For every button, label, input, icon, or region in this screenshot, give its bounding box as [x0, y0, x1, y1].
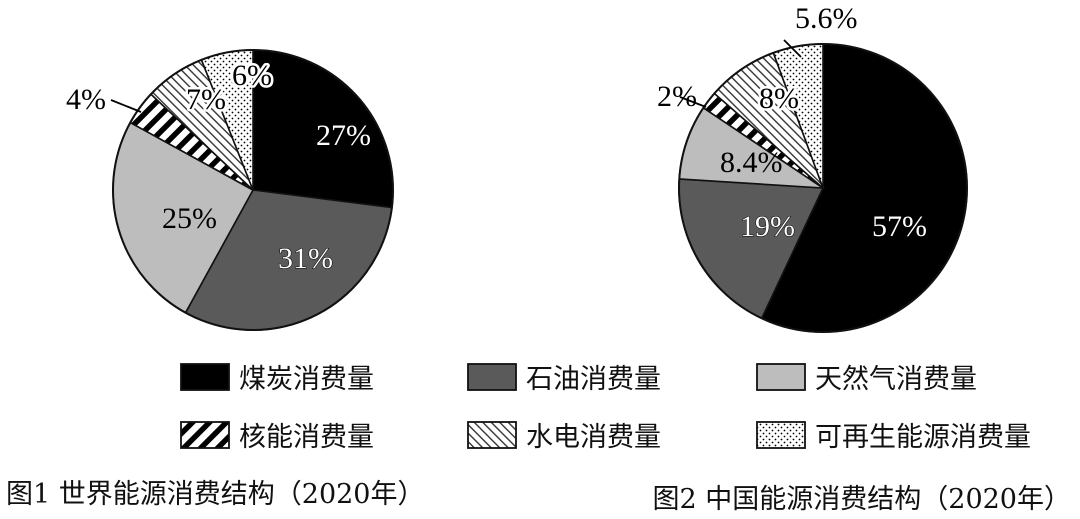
china-leader-nuclear: [679, 96, 707, 108]
legend-swatch-coal: [180, 363, 230, 391]
world-label-hydro: 7%: [186, 83, 226, 116]
china-leader-renewable: [783, 39, 802, 58]
world-label-renewable: 6%: [232, 59, 272, 92]
china-label-coal: 57%: [872, 210, 927, 243]
china-pie-outline: [678, 43, 968, 333]
legend-label-gas: 天然气消费量: [815, 364, 977, 395]
legend-swatch-hydro: [467, 421, 517, 449]
legend-swatch-renewable: [756, 421, 806, 449]
world-pie-outline: [112, 49, 394, 331]
world-label-coal: 27%: [316, 119, 371, 152]
figure-2-caption: 图2 中国能源消费结构（2020年）: [653, 484, 1071, 515]
legend-swatch-nuclear: [180, 421, 230, 449]
china-label-oil: 19%: [740, 210, 795, 243]
legend-swatch-oil: [467, 363, 517, 391]
legend-label-nuclear: 核能消费量: [239, 422, 374, 453]
china-label-nuclear: 2%: [657, 80, 697, 113]
world-label-oil: 31%: [278, 242, 333, 275]
china-label-gas: 8.4%: [720, 146, 783, 179]
legend-label-coal: 煤炭消费量: [239, 364, 374, 395]
china-label-hydro: 8%: [759, 82, 799, 115]
figure-1-caption: 图1 世界能源消费结构（2020年）: [6, 479, 424, 510]
world-energy-pie: 27% 31% 25% 4% 7%6%: [66, 49, 394, 331]
world-label-gas: 25%: [162, 202, 217, 235]
legend-label-renewable: 可再生能源消费量: [815, 422, 1031, 453]
world-label-nuclear: 4%: [66, 83, 106, 116]
world-leader-nuclear: [110, 99, 142, 113]
legend-label-hydro: 水电消费量: [526, 422, 661, 453]
legend-swatch-gas: [756, 363, 806, 391]
legend-label-oil: 石油消费量: [526, 364, 661, 395]
china-label-renewable: 5.6%: [795, 2, 858, 35]
china-energy-pie: 57% 19% 8.4% 2% 8% 5.6%: [657, 2, 968, 333]
